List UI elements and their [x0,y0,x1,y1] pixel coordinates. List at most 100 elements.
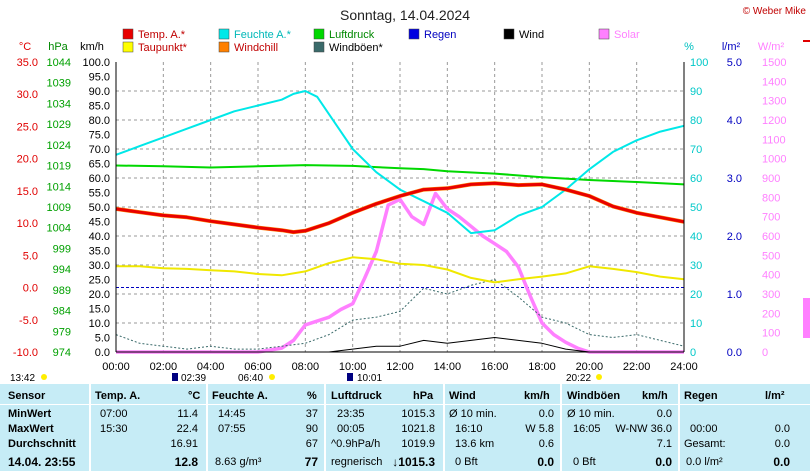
wind-tick-label: 10.0 [89,318,110,330]
gust-10min-label: Ø 10 min. [567,408,615,420]
wind-max: W 5.8 [525,423,554,435]
legend-swatch [598,28,610,40]
rain-tick-label: 2.0 [727,231,742,243]
moon-time-b: 10:01 [357,373,382,384]
x-tick-label: 10:00 [339,361,367,373]
hum-min-time: 14:45 [218,408,246,420]
header-pressure: Luftdruck [331,390,382,402]
col-sep [324,384,326,471]
humidity-tick-label: 100 [690,57,708,69]
legend-label: Temp. A.* [138,29,186,41]
wind-distance: 13.6 km [455,438,495,450]
humidity-tick-label: 30 [690,260,702,272]
wind-tick-label: 0.0 [95,347,110,359]
wind-tick-label: 70.0 [89,144,110,156]
press-min-time: 23:35 [337,408,365,420]
header-pressure-unit: hPa [413,390,434,402]
x-tick-label: 08:00 [292,361,320,373]
axis-title-temp: °C [19,41,31,53]
press-max-time: 00:05 [337,423,365,435]
wind-10min: 0.0 [538,408,554,420]
sunrise-time: 06:40 [238,373,263,384]
pressure-tick-label: 1034 [47,98,71,110]
header-temp-unit: °C [188,390,201,402]
grid [116,62,684,352]
x-tick-label: 02:00 [150,361,178,373]
wind-tick-label: 85.0 [89,101,110,113]
solar-tick-label: 600 [762,231,780,243]
temp-tick-label: 10.0 [17,218,38,230]
x-tick-label: 16:00 [481,361,509,373]
legend-swatch [218,41,230,53]
temp-min-time: 07:00 [100,408,128,420]
series-solar [116,191,684,354]
legend-label: Solar [614,29,640,41]
solar-tick-label: 1000 [762,154,786,166]
solar-tick-label: 0 [762,347,768,359]
moonset-icon [41,374,47,380]
header-wind-unit: km/h [524,390,550,402]
solar-tick-label: 1200 [762,115,786,127]
axes: 00:00 02:00 04:00 06:00 08:00 10:00 12:00 14:00… [13,57,787,373]
humidity-tick-label: 40 [690,231,702,243]
temp-tick-label: -5.0 [19,315,38,327]
solar-tick-label: 400 [762,270,780,282]
hum-max: 90 [305,423,318,435]
series-taupunkt [116,256,685,284]
plot-lines [115,90,685,354]
col-sep [560,384,562,471]
series-windb-en [115,279,685,350]
header-rain-unit: l/m² [765,390,785,402]
pressure-tick-label: 979 [53,326,71,338]
legend-label: Feuchte A.* [234,29,292,41]
wind-tick-label: 25.0 [89,275,110,287]
temp-tick-label: 20.0 [17,154,38,166]
hum-current: 77 [304,455,318,469]
rain-current: 0.0 [773,455,790,469]
humidity-tick-label: 10 [690,318,702,330]
pressure-tick-label: 989 [53,285,71,297]
header-gust: Windböen [567,390,621,402]
axis-title-wind: km/h [80,41,104,53]
press-avg: 1019.9 [401,438,435,450]
rain-rate: 0.0 l/m² [686,456,723,468]
row-label-max: MaxWert [8,423,54,435]
solar-tick-label: 200 [762,308,780,320]
solar-tick-label: 1500 [762,57,786,69]
press-current: ↓1015.3 [392,455,435,469]
solar-tick-label: 300 [762,289,780,301]
col-sep [89,384,91,471]
x-tick-label: 20:00 [576,361,604,373]
edge-fragment-solar [803,298,810,338]
solar-tick-label: 900 [762,173,780,185]
axis-title-solar: W/m² [758,41,785,53]
rain-tick-label: 1.0 [727,289,742,301]
wind-current: 0.0 [537,455,554,469]
series-temp-a [115,181,685,234]
humidity-tick-label: 0 [690,347,696,359]
rain-tick-label: 0.0 [727,347,742,359]
hum-avg: 67 [305,438,318,450]
temp-max-time: 15:30 [100,423,128,435]
sunrise-icon [269,374,275,380]
legend-label: Regen [424,29,456,41]
temp-tick-label: 15.0 [17,186,38,198]
temp-tick-label: 25.0 [17,121,38,133]
legend-swatch [313,28,325,40]
hum-max-time: 07:55 [218,423,246,435]
pressure-tick-label: 1019 [47,161,71,173]
table-divider [0,404,810,405]
temp-current: 12.8 [174,455,198,469]
gust-bft: 0 Bft [573,456,596,468]
row-label-min: MinWert [8,408,52,420]
col-sep [678,384,680,471]
header-wind: Wind [449,390,476,402]
chart-title: Sonntag, 14.04.2024 [340,7,470,23]
legend-label: Taupunkt* [138,42,188,54]
statistics-table [0,384,810,471]
gust-max: W-NW 36.0 [615,423,672,435]
solar-tick-label: 500 [762,250,780,262]
col-sep [206,384,208,471]
header-humidity: Feuchte A. [212,390,268,402]
credit-label: © Weber Mike [743,6,807,17]
